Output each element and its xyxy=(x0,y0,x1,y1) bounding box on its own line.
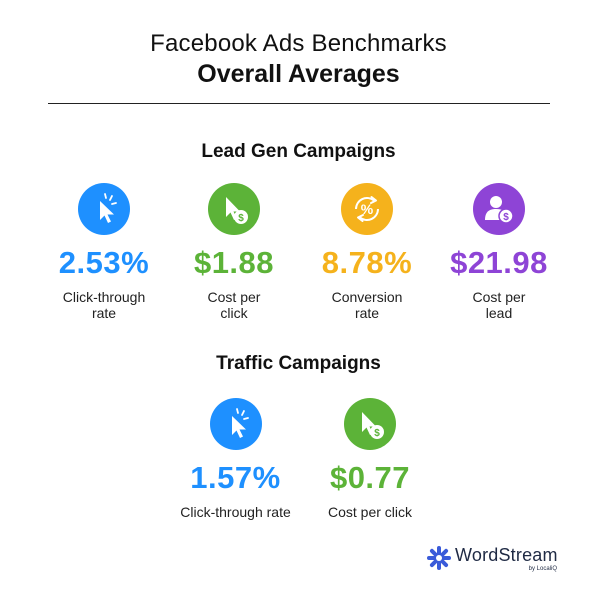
lead-gen-section-title: Lead Gen Campaigns xyxy=(201,141,396,162)
lead-gen-conversion-stat: % 8.78% Conversion rate xyxy=(297,183,437,321)
percent-cycle-icon: % xyxy=(341,183,393,235)
lead-gen-cpl-stat: $ $21.98 Cost per lead xyxy=(429,183,569,321)
traffic-ctr-stat: 1.57% Click-through rate xyxy=(153,398,318,520)
traffic-cpc-stat: $ $0.77 Cost per click xyxy=(300,398,440,520)
lead-gen-cpl-value: $21.98 xyxy=(450,245,548,280)
cursor-dollar-icon: $ xyxy=(344,398,396,450)
wordstream-asterisk-icon xyxy=(427,546,451,570)
lead-gen-cpl-label: Cost per lead xyxy=(429,289,569,321)
svg-text:$: $ xyxy=(238,213,244,224)
label-line-1: Click-through xyxy=(62,289,146,305)
label-line-1: Cost per xyxy=(472,289,526,305)
svg-text:$: $ xyxy=(374,428,380,439)
traffic-ctr-label: Click-through rate xyxy=(180,504,291,520)
cursor-icon xyxy=(209,398,262,450)
label-line-2: rate xyxy=(354,305,380,321)
page-title: Facebook Ads Benchmarks xyxy=(150,30,447,57)
label-line-2: lead xyxy=(485,305,513,321)
lead-gen-cpc-stat: $ $1.88 Cost per click xyxy=(164,183,304,321)
cursor-icon xyxy=(78,183,130,235)
label-line-2: click xyxy=(220,305,248,321)
lead-gen-ctr-label: Click-through rate xyxy=(34,289,174,321)
lead-gen-cpc-label: Cost per click xyxy=(164,289,304,321)
logo-byline: by LocaliQ xyxy=(528,566,557,572)
svg-text:$: $ xyxy=(503,212,509,223)
label-line-1: Cost per xyxy=(207,289,261,305)
cursor-dollar-icon: $ xyxy=(208,183,260,235)
label-line-2: rate xyxy=(91,305,117,321)
svg-text:%: % xyxy=(361,201,374,217)
logo-wordmark: WordStream xyxy=(455,545,558,565)
traffic-section-title: Traffic Campaigns xyxy=(216,353,381,374)
lead-gen-conversion-value: 8.78% xyxy=(321,245,413,280)
page-subtitle: Overall Averages xyxy=(197,60,400,88)
lead-gen-cpc-value: $1.88 xyxy=(193,245,275,280)
lead-gen-ctr-value: 2.53% xyxy=(58,245,150,280)
traffic-ctr-value: 1.57% xyxy=(190,460,281,495)
header-divider xyxy=(48,103,550,104)
wordstream-logo: WordStream by LocaliQ xyxy=(425,542,565,576)
traffic-cpc-label: Cost per click xyxy=(327,504,413,520)
lead-gen-conversion-label: Conversion rate xyxy=(297,289,437,321)
user-dollar-icon: $ xyxy=(473,183,525,235)
traffic-cpc-value: $0.77 xyxy=(329,460,411,495)
label-line-1: Conversion xyxy=(331,289,403,305)
lead-gen-ctr-stat: 2.53% Click-through rate xyxy=(34,183,174,321)
